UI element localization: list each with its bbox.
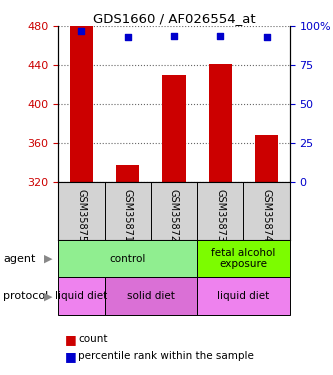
Bar bbox=[58, 278, 105, 315]
Text: ▶: ▶ bbox=[44, 254, 53, 264]
Bar bbox=[58, 240, 197, 278]
Text: ■: ■ bbox=[65, 333, 77, 346]
Text: GSM35874: GSM35874 bbox=[261, 189, 272, 242]
Bar bbox=[197, 240, 290, 278]
Text: agent: agent bbox=[3, 254, 36, 264]
Bar bbox=[70, 26, 93, 182]
Text: count: count bbox=[78, 334, 108, 344]
Text: liquid diet: liquid diet bbox=[55, 291, 108, 301]
Text: solid diet: solid diet bbox=[127, 291, 175, 301]
Text: control: control bbox=[110, 254, 146, 264]
Text: GSM35873: GSM35873 bbox=[215, 189, 225, 242]
Text: GSM35871: GSM35871 bbox=[123, 189, 133, 242]
Text: GSM35872: GSM35872 bbox=[169, 189, 179, 242]
Text: ▶: ▶ bbox=[44, 291, 53, 301]
Title: GDS1660 / AF026554_at: GDS1660 / AF026554_at bbox=[93, 12, 255, 25]
Text: GSM35875: GSM35875 bbox=[76, 189, 87, 242]
Point bbox=[125, 34, 131, 40]
Point bbox=[171, 33, 176, 39]
Bar bbox=[197, 278, 290, 315]
Text: liquid diet: liquid diet bbox=[217, 291, 269, 301]
Bar bbox=[209, 64, 232, 182]
Point bbox=[218, 33, 223, 39]
Bar bbox=[255, 135, 278, 182]
Text: fetal alcohol
exposure: fetal alcohol exposure bbox=[211, 248, 276, 270]
Text: percentile rank within the sample: percentile rank within the sample bbox=[78, 351, 254, 361]
Bar bbox=[116, 165, 139, 182]
Text: ■: ■ bbox=[65, 350, 77, 363]
Bar bbox=[163, 75, 185, 182]
Text: protocol: protocol bbox=[3, 291, 49, 301]
Point bbox=[264, 34, 269, 40]
Point bbox=[79, 28, 84, 34]
Bar bbox=[105, 278, 197, 315]
